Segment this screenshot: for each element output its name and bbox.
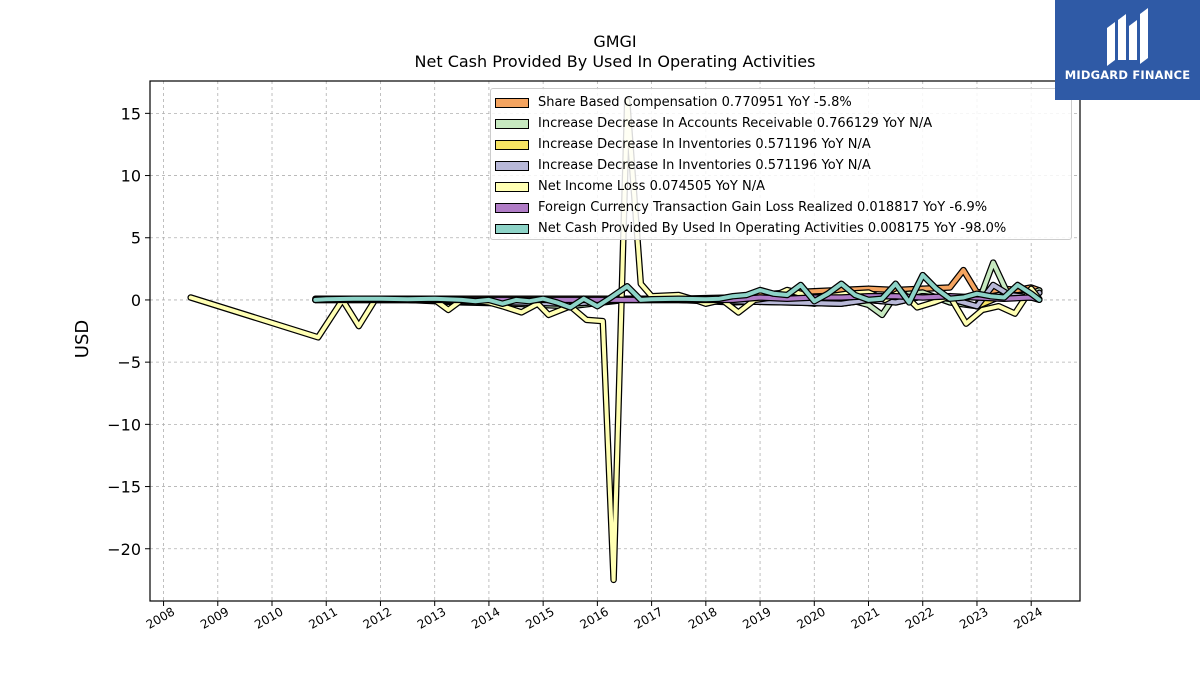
y-tick-label: 5 bbox=[131, 229, 141, 248]
legend-item: Increase Decrease In Inventories 0.57119… bbox=[495, 155, 1071, 176]
x-tick-label: 2012 bbox=[361, 604, 394, 631]
legend-swatch bbox=[495, 202, 529, 213]
series-line-6 bbox=[313, 273, 1042, 310]
x-tick-label: 2015 bbox=[523, 604, 556, 631]
chart-subtitle: Net Cash Provided By Used In Operating A… bbox=[414, 52, 816, 71]
chart-title: GMGI bbox=[593, 32, 637, 51]
legend-swatch bbox=[495, 223, 529, 234]
y-tick-label: −20 bbox=[107, 540, 141, 559]
legend-swatch bbox=[495, 97, 529, 108]
legend-label: Increase Decrease In Accounts Receivable… bbox=[538, 116, 933, 131]
legend-swatch bbox=[495, 160, 529, 171]
x-tick-label: 2022 bbox=[903, 604, 936, 631]
legend-swatch bbox=[495, 118, 529, 129]
y-tick-label: −15 bbox=[107, 478, 141, 497]
y-tick-label: 0 bbox=[131, 291, 141, 310]
x-tick-label: 2016 bbox=[578, 604, 611, 631]
x-tick-label: 2017 bbox=[632, 604, 665, 631]
legend-item: Share Based Compensation 0.770951 YoY -5… bbox=[495, 92, 1071, 113]
y-tick-label: −10 bbox=[107, 415, 141, 434]
legend-item: Increase Decrease In Inventories 0.57119… bbox=[495, 134, 1071, 155]
x-tick-label: 2020 bbox=[794, 604, 827, 631]
logo-text: MIDGARD FINANCE bbox=[1064, 68, 1191, 82]
y-tick-label: 10 bbox=[121, 167, 141, 186]
logo-mark-icon bbox=[1107, 8, 1148, 66]
legend-swatch bbox=[495, 181, 529, 192]
x-tick-label: 2009 bbox=[198, 604, 231, 631]
legend-label: Increase Decrease In Inventories 0.57119… bbox=[538, 158, 871, 173]
x-tick-label: 2008 bbox=[144, 604, 177, 631]
y-axis-label: USD bbox=[72, 320, 93, 358]
legend-label: Share Based Compensation 0.770951 YoY -5… bbox=[538, 95, 852, 110]
legend-label: Foreign Currency Transaction Gain Loss R… bbox=[538, 200, 988, 215]
legend-label: Net Cash Provided By Used In Operating A… bbox=[538, 221, 1007, 236]
legend-item: Net Income Loss 0.074505 YoY N/A bbox=[495, 176, 1071, 197]
plot-frame bbox=[149, 80, 1081, 602]
legend-label: Increase Decrease In Inventories 0.57119… bbox=[538, 137, 871, 152]
legend-swatch bbox=[495, 139, 529, 150]
x-tick-label: 2023 bbox=[957, 604, 990, 631]
legend-item: Net Cash Provided By Used In Operating A… bbox=[495, 218, 1071, 239]
y-tick-label: −5 bbox=[117, 353, 141, 372]
legend-label: Net Income Loss 0.074505 YoY N/A bbox=[538, 179, 765, 194]
legend-item: Foreign Currency Transaction Gain Loss R… bbox=[495, 197, 1071, 218]
legend-item: Increase Decrease In Accounts Receivable… bbox=[495, 113, 1071, 134]
x-tick-label: 2013 bbox=[415, 604, 448, 631]
x-tick-label: 2011 bbox=[306, 604, 339, 631]
y-tick-label: 15 bbox=[121, 104, 141, 123]
x-tick-label: 2019 bbox=[740, 604, 773, 631]
x-tick-label: 2014 bbox=[469, 604, 502, 631]
chart-legend: Share Based Compensation 0.770951 YoY -5… bbox=[490, 88, 1072, 240]
x-tick-label: 2010 bbox=[252, 604, 285, 631]
x-tick-label: 2024 bbox=[1011, 604, 1044, 631]
x-tick-label: 2018 bbox=[686, 604, 719, 631]
midgard-finance-logo: MIDGARD FINANCE bbox=[1055, 0, 1200, 100]
x-tick-label: 2021 bbox=[849, 604, 882, 631]
